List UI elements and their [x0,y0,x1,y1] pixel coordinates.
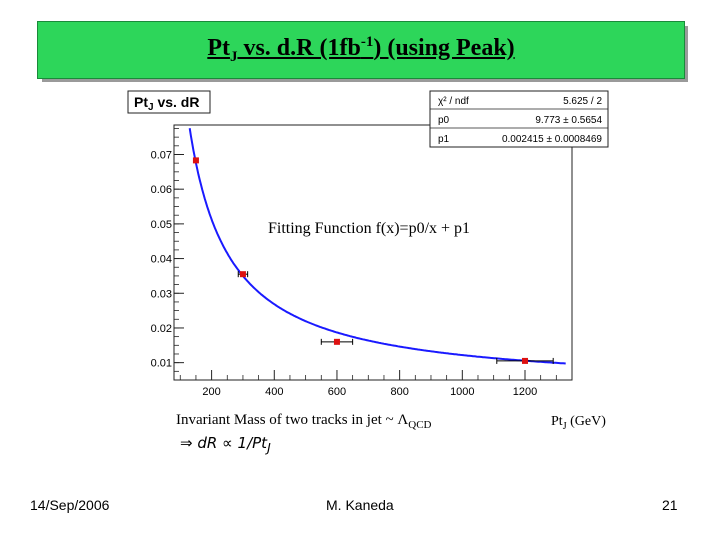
slide-title: PtJ vs. d.R (1fb-1) (using Peak) [207,34,515,65]
fit-chart: 0.01 0.02 0.03 0.04 0.05 0.06 0.07 200 400 600 80… [120,85,620,415]
fit-curve [188,128,566,365]
data-point [333,338,340,345]
y-tick-label: 0.05 [151,219,172,231]
x-axis-title: PtJ (GeV) [551,414,606,432]
x-tick-label: 400 [265,386,283,398]
stat-value: 5.625 / 2 [563,96,602,107]
y-tick-label: 0.04 [151,254,172,266]
x-tick-label: 600 [328,386,346,398]
y-tick-label: 0.01 [151,358,172,370]
stat-value: 0.002415 ± 0.0008469 [502,134,602,145]
x-tick-label: 1200 [513,386,537,398]
chart-title: PtJ vs. dR [134,94,199,113]
y-tick-label: 0.02 [151,323,172,335]
y-tick-label: 0.06 [151,184,172,196]
footer-page-number: 21 [662,497,678,513]
footer-date: 14/Sep/2006 [30,497,110,513]
y-tick-label: 0.03 [151,288,172,300]
x-tick-label: 1000 [450,386,474,398]
fit-function-label: Fitting Function f(x)=p0/x + p1 [268,220,470,237]
x-tick-label: 800 [390,386,408,398]
x-tick-label: 200 [202,386,220,398]
stats-box: χ² / ndf 5.625 / 2 p0 9.773 ± 0.5654 p1 … [429,90,609,148]
chart-title-box: PtJ vs. dR [127,90,211,114]
data-point [192,157,199,164]
data-point [521,357,528,364]
stat-label: p0 [438,115,450,126]
title-banner: PtJ vs. d.R (1fb-1) (using Peak) [37,21,685,79]
plot-frame [173,124,573,381]
stat-value: 9.773 ± 0.5654 [535,115,602,126]
stat-label: p1 [438,134,450,145]
plot-panel: 0.01 0.02 0.03 0.04 0.05 0.06 0.07 200 400 600 80… [120,85,620,415]
footer-author: M. Kaneda [326,497,394,513]
y-tick-label: 0.07 [151,149,172,161]
stat-label: χ² / ndf [438,96,469,107]
proportionality-note: ⇒ dR ∝ 1/PtJ [180,434,271,455]
data-point [239,271,246,278]
mass-note: Invariant Mass of two tracks in jet ~ ΛQ… [176,412,432,431]
